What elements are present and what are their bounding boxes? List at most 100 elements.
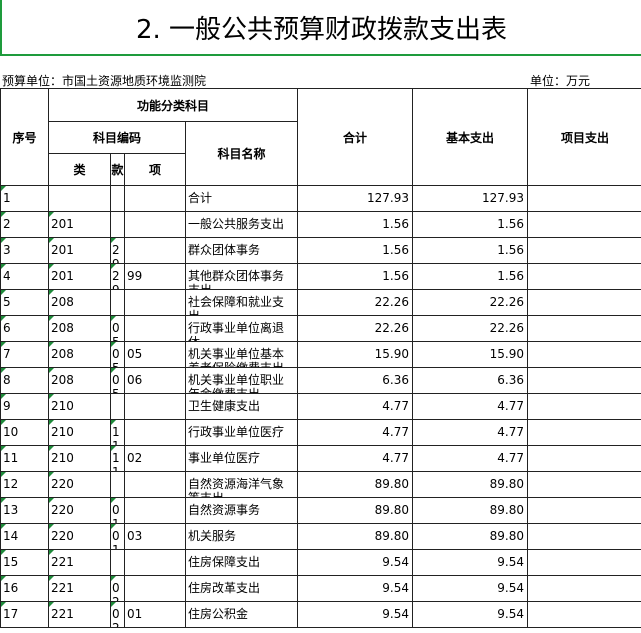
cell: 11 (110, 445, 125, 472)
cell (527, 523, 641, 550)
cell-text: 其他群众团体事务支出 (188, 269, 285, 289)
cell-text: 8 (3, 373, 11, 387)
cell-text (529, 603, 641, 627)
cell (110, 289, 125, 316)
cell-text: 9.54 (382, 555, 410, 569)
cell-text: 127.93 (482, 191, 525, 205)
cell: 220 (48, 497, 111, 524)
cell-text (112, 551, 124, 575)
cell: 89.80 (297, 497, 414, 524)
cell-text (529, 395, 641, 419)
cell: 13 (0, 497, 49, 524)
cell: 群众团体事务 (184, 237, 299, 264)
cell-text: 合计 (188, 191, 213, 205)
cell (527, 393, 641, 420)
cell (124, 185, 186, 212)
cell-text (529, 291, 641, 315)
cell: 05 (110, 367, 125, 394)
cell: 9 (0, 393, 49, 420)
cell-text: 29 (112, 243, 120, 263)
cell-text: 15.90 (374, 347, 410, 361)
cell: 4 (0, 263, 49, 290)
cell-text (529, 421, 641, 445)
cell-text (529, 317, 641, 341)
cell (124, 289, 186, 316)
cell-text: 10 (3, 425, 19, 439)
cell-text (126, 239, 185, 263)
cell: 社会保障和就业支出 (184, 289, 299, 316)
cell: 6.36 (297, 367, 414, 394)
table: 序号 功能分类科目 合计 基本支出 项目支出 科目编码 科目名称 类 款 项 1… (0, 88, 641, 628)
cell: 1.56 (297, 263, 414, 290)
cell: 事业单位医疗 (184, 445, 299, 472)
cell-text: 群众团体事务 (188, 243, 261, 257)
cell-text (112, 395, 124, 419)
title: 2. 一般公共预算财政拨款支出表 (0, 0, 641, 56)
cell: 住房改革支出 (184, 575, 299, 602)
cell-text: 1 (3, 191, 11, 205)
cell: 16 (0, 575, 49, 602)
cell (527, 263, 641, 290)
cell-text: 16 (3, 581, 19, 595)
table-body: 1 合计 127.93 127.93 2 201 一般公共服务支出 1.56 1.56 3 201 2… (0, 185, 641, 628)
cell: 2 (0, 211, 49, 238)
cell: 机关事业单位职业年金缴费支出 (184, 367, 299, 394)
cell-text (112, 187, 124, 211)
cell: 05 (124, 341, 186, 368)
cell-text: 89.80 (374, 477, 410, 491)
cell (527, 471, 641, 498)
cell: 1.56 (412, 237, 529, 264)
cell: 29 (110, 237, 125, 264)
cell-text: 221 (51, 581, 74, 595)
cell-text: 03 (127, 529, 143, 543)
cell: 221 (48, 601, 111, 628)
cell: 210 (48, 419, 111, 446)
cell: 210 (48, 445, 111, 472)
cell-text: 1.56 (497, 243, 525, 257)
cell (110, 393, 125, 420)
cell-text: 02 (112, 607, 120, 627)
cell: 9.54 (412, 601, 529, 628)
cell: 201 (48, 211, 111, 238)
cell: 208 (48, 367, 111, 394)
cell: 1.56 (412, 263, 529, 290)
cell-text: 一般公共服务支出 (188, 217, 285, 231)
row: 6 208 05 行政事业单位离退休 22.26 22.26 (0, 315, 641, 342)
cell-text (529, 213, 641, 237)
cell-text (126, 213, 185, 237)
cell-text: 9.54 (497, 555, 525, 569)
cell-text: 9.54 (382, 607, 410, 621)
cell: 201 (48, 237, 111, 264)
cell-text (529, 447, 641, 471)
cell: 4.77 (297, 419, 414, 446)
cell-text: 221 (51, 607, 74, 621)
cell: 01 (124, 601, 186, 628)
cell-text: 89.80 (489, 529, 525, 543)
cell-text: 05 (127, 347, 143, 361)
cell-text: 89.80 (374, 529, 410, 543)
cell (48, 185, 111, 212)
cell: 6 (0, 315, 49, 342)
cell-text: 15.90 (489, 347, 525, 361)
cell-text: 208 (51, 321, 74, 335)
cell-text: 6 (3, 321, 11, 335)
cell (527, 289, 641, 316)
cell-text: 1.56 (497, 269, 525, 283)
cell-text: 机关事业单位职业年金缴费支出 (188, 373, 285, 393)
cell-text (529, 499, 641, 523)
cell-text (529, 187, 641, 211)
cell: 1 (0, 185, 49, 212)
cell-text: 89.80 (489, 503, 525, 517)
cell: 一般公共服务支出 (184, 211, 299, 238)
cell: 其他群众团体事务支出 (184, 263, 299, 290)
cell-text (529, 265, 641, 289)
cell (124, 393, 186, 420)
cell: 4.77 (412, 445, 529, 472)
cell-text: 22.26 (374, 295, 410, 309)
row: 14 220 01 03 机关服务 89.80 89.80 (0, 523, 641, 550)
header-cell: 功能分类科目 (47, 88, 299, 122)
cell: 9.54 (297, 601, 414, 628)
cell: 22.26 (297, 315, 414, 342)
cell: 03 (124, 523, 186, 550)
cell-text (112, 473, 124, 497)
